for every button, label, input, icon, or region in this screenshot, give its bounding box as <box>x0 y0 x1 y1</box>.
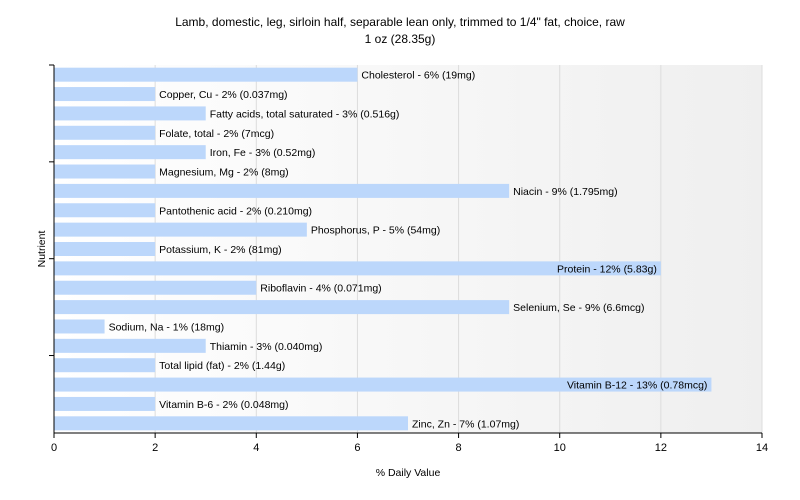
bar <box>54 416 408 431</box>
bar-label: Sodium, Na - 1% (18mg) <box>109 321 225 333</box>
bar-label: Total lipid (fat) - 2% (1.44g) <box>159 360 285 372</box>
x-tick-label: 12 <box>655 442 667 454</box>
bars <box>54 67 712 431</box>
bar-label: Copper, Cu - 2% (0.037mg) <box>159 89 287 101</box>
bar-label: Vitamin B-12 - 13% (0.78mcg) <box>567 380 707 392</box>
chart-subtitle: 1 oz (28.35g) <box>364 32 436 46</box>
chart-title-line: Lamb, domestic, leg, sirloin half, separ… <box>175 15 625 29</box>
bar <box>54 358 156 373</box>
bar <box>54 280 257 295</box>
bar <box>54 203 156 218</box>
chart-title: Lamb, domestic, leg, sirloin half, separ… <box>0 14 800 48</box>
x-tick-labels: 0 2 4 6 8 10 12 14 <box>51 442 768 454</box>
bar <box>54 183 510 198</box>
bar <box>54 87 156 102</box>
bar-labels: Cholesterol - 6% (19mg) Copper, Cu - 2% (… <box>109 70 708 431</box>
bar <box>54 242 156 256</box>
bar-label: Pantothenic acid - 2% (0.210mg) <box>159 205 312 217</box>
bar-label: Vitamin B-6 - 2% (0.048mg) <box>159 399 288 411</box>
bar-label: Potassium, K - 2% (81mg) <box>159 244 282 256</box>
x-tick-label: 6 <box>354 442 360 454</box>
plot-background <box>54 65 762 433</box>
x-tick-label: 2 <box>152 442 158 454</box>
bar <box>54 377 712 392</box>
x-tick-label: 4 <box>253 442 259 454</box>
bar <box>54 164 156 179</box>
bar-label: Riboflavin - 4% (0.071mg) <box>260 283 381 295</box>
bar <box>54 67 358 82</box>
bar <box>54 222 307 237</box>
bar-label: Magnesium, Mg - 2% (8mg) <box>159 167 289 179</box>
x-axis-label: % Daily Value <box>376 467 441 479</box>
bar <box>54 106 206 121</box>
x-tick-label: 0 <box>51 442 57 454</box>
axes <box>49 64 763 438</box>
bar <box>54 396 156 411</box>
bar-label: Folate, total - 2% (7mcg) <box>159 128 274 140</box>
bar-label: Iron, Fe - 3% (0.52mg) <box>210 147 316 159</box>
bar-label: Protein - 12% (5.83g) <box>557 263 657 275</box>
bar-label: Phosphorus, P - 5% (54mg) <box>311 225 440 237</box>
y-axis-label: Nutrient <box>36 231 48 268</box>
bar <box>54 319 105 334</box>
bar-label: Fatty acids, total saturated - 3% (0.516… <box>210 108 400 120</box>
bar <box>54 300 510 315</box>
bar-label: Niacin - 9% (1.795mg) <box>513 186 617 198</box>
x-tick-label: 10 <box>554 442 566 454</box>
bar-label: Zinc, Zn - 7% (1.07mg) <box>412 418 519 430</box>
x-tick-label: 14 <box>756 442 768 454</box>
bar-label: Thiamin - 3% (0.040mg) <box>210 341 323 353</box>
bar <box>54 125 156 140</box>
bar-label: Cholesterol - 6% (19mg) <box>361 70 475 82</box>
bar <box>54 338 206 353</box>
bar <box>54 261 661 276</box>
bar-label: Selenium, Se - 9% (6.6mcg) <box>513 302 644 314</box>
gridlines <box>154 65 763 433</box>
x-tick-label: 8 <box>456 442 462 454</box>
bar <box>54 145 206 160</box>
